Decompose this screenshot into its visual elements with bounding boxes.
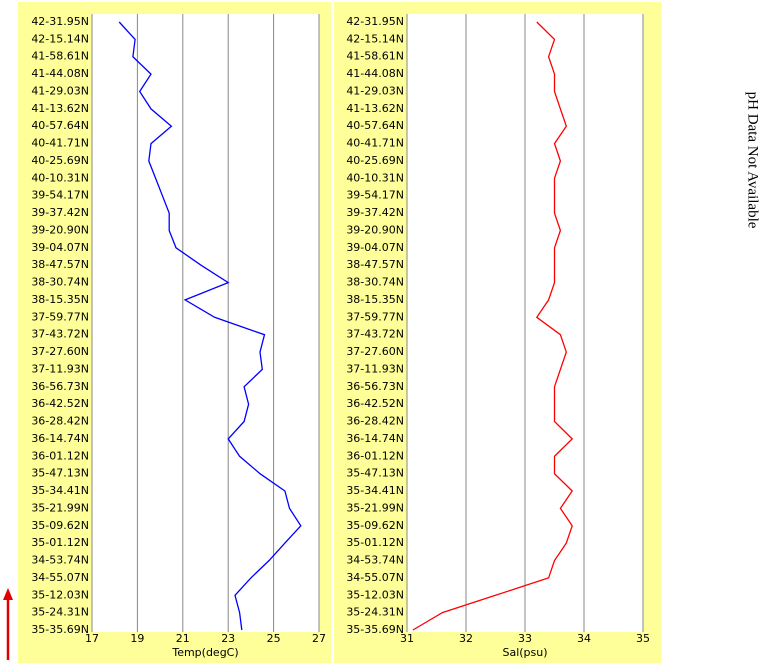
y-tick-label: 35-21.99N: [31, 501, 89, 514]
x-tick-label: 23: [221, 632, 235, 645]
y-tick-label: 35-24.31N: [31, 606, 89, 619]
y-tick-label: 39-37.42N: [346, 206, 404, 219]
y-tick-label: 37-27.60N: [31, 345, 89, 358]
y-tick-label: 40-10.31N: [31, 171, 89, 184]
arrow-head: [3, 588, 13, 600]
x-tick-label: 34: [577, 632, 591, 645]
y-tick-label: 36-42.52N: [346, 397, 404, 410]
x-tick-label: 35: [636, 632, 650, 645]
y-tick-label: 41-58.61N: [31, 50, 89, 63]
y-tick-label: 36-28.42N: [31, 415, 89, 428]
x-tick-label: 31: [400, 632, 414, 645]
x-tick-label: 21: [176, 632, 190, 645]
y-tick-label: 39-37.42N: [31, 206, 89, 219]
y-tick-label: 39-20.90N: [31, 223, 89, 236]
y-tick-label: 34-53.74N: [31, 554, 89, 567]
y-tick-label: 35-09.62N: [31, 519, 89, 532]
y-tick-label: 38-47.57N: [31, 258, 89, 271]
y-tick-label: 39-54.17N: [346, 189, 404, 202]
y-tick-label: 37-43.72N: [31, 328, 89, 341]
y-tick-label: 36-42.52N: [31, 397, 89, 410]
y-tick-label: 34-55.07N: [346, 571, 404, 584]
y-tick-label: 38-47.57N: [346, 258, 404, 271]
y-tick-label: 40-10.31N: [346, 171, 404, 184]
y-tick-label: 35-34.41N: [346, 484, 404, 497]
plot-area: [92, 14, 319, 632]
y-tick-label: 40-41.71N: [346, 137, 404, 150]
y-tick-label: 37-11.93N: [346, 362, 404, 375]
y-tick-label: 35-35.69N: [31, 623, 89, 636]
y-tick-label: 36-01.12N: [346, 449, 404, 462]
y-tick-label: 35-35.69N: [346, 623, 404, 636]
y-tick-label: 40-57.64N: [31, 119, 89, 132]
y-tick-label: 38-15.35N: [31, 293, 89, 306]
x-tick-label: 27: [312, 632, 326, 645]
y-tick-label: 38-30.74N: [346, 276, 404, 289]
y-tick-label: 34-55.07N: [31, 571, 89, 584]
y-tick-label: 42-15.14N: [31, 32, 89, 45]
data-line: [412, 21, 574, 631]
y-tick-label: 41-58.61N: [346, 50, 404, 63]
y-tick-label: 35-01.12N: [346, 536, 404, 549]
y-tick-label: 35-12.03N: [346, 588, 404, 601]
x-tick-label: 17: [85, 632, 99, 645]
x-tick-label: 19: [130, 632, 144, 645]
y-tick-label: 37-27.60N: [346, 345, 404, 358]
y-tick-label: 41-13.62N: [346, 102, 404, 115]
y-tick-label: 36-56.73N: [31, 380, 89, 393]
x-axis-label: Sal(psu): [502, 646, 547, 659]
y-tick-label: 39-54.17N: [31, 189, 89, 202]
y-tick-label: 35-01.12N: [31, 536, 89, 549]
y-tick-label: 37-59.77N: [346, 310, 404, 323]
y-tick-label: 40-41.71N: [31, 137, 89, 150]
x-tick-label: 32: [459, 632, 473, 645]
y-tick-label: 37-59.77N: [31, 310, 89, 323]
y-tick-label: 41-44.08N: [31, 67, 89, 80]
y-tick-label: 35-24.31N: [346, 606, 404, 619]
y-tick-label: 38-15.35N: [346, 293, 404, 306]
y-tick-label: 40-57.64N: [346, 119, 404, 132]
y-tick-label: 35-47.13N: [31, 467, 89, 480]
note: pH Data Not Available: [745, 92, 761, 229]
y-tick-label: 34-53.74N: [346, 554, 404, 567]
x-tick-label: 25: [267, 632, 281, 645]
y-tick-label: 39-04.07N: [346, 241, 404, 254]
y-tick-label: 42-31.95N: [346, 15, 404, 28]
y-tick-label: 35-34.41N: [31, 484, 89, 497]
x-tick-label: 33: [518, 632, 532, 645]
y-tick-label: 41-29.03N: [31, 84, 89, 97]
y-tick-label: 36-56.73N: [346, 380, 404, 393]
y-tick-label: 41-44.08N: [346, 67, 404, 80]
y-tick-label: 36-28.42N: [346, 415, 404, 428]
y-tick-label: 42-15.14N: [346, 32, 404, 45]
y-tick-label: 40-25.69N: [31, 154, 89, 167]
data-line: [118, 21, 302, 631]
y-tick-label: 39-04.07N: [31, 241, 89, 254]
y-tick-label: 38-30.74N: [31, 276, 89, 289]
y-tick-label: 41-13.62N: [31, 102, 89, 115]
y-tick-label: 37-43.72N: [346, 328, 404, 341]
y-tick-label: 39-20.90N: [346, 223, 404, 236]
y-tick-label: 35-47.13N: [346, 467, 404, 480]
y-tick-label: 36-14.74N: [31, 432, 89, 445]
y-tick-label: 36-14.74N: [346, 432, 404, 445]
y-tick-label: 37-11.93N: [31, 362, 89, 375]
x-axis-label: Temp(degC): [171, 646, 238, 659]
y-tick-label: 35-12.03N: [31, 588, 89, 601]
y-tick-label: 40-25.69N: [346, 154, 404, 167]
y-tick-label: 41-29.03N: [346, 84, 404, 97]
y-tick-label: 35-09.62N: [346, 519, 404, 532]
y-tick-label: 36-01.12N: [31, 449, 89, 462]
y-tick-label: 35-21.99N: [346, 501, 404, 514]
y-tick-label: 42-31.95N: [31, 15, 89, 28]
